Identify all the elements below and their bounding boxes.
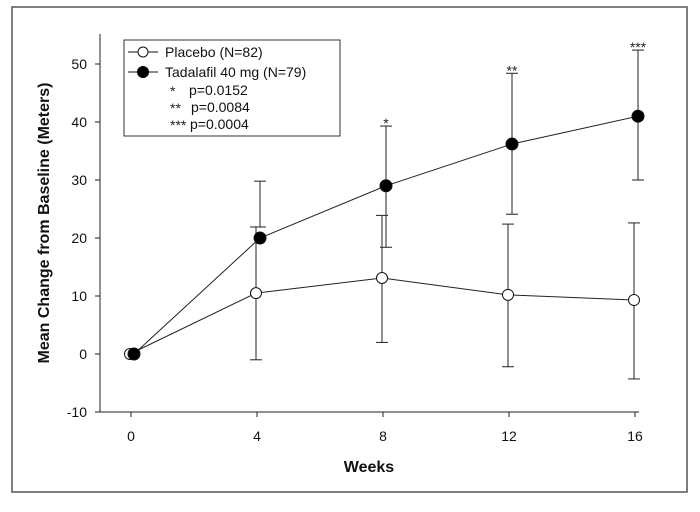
y-tick-label: 10 <box>71 288 87 304</box>
placebo-point <box>628 294 640 307</box>
legend-label-tadalafil: Tadalafil 40 mg (N=79) <box>165 64 306 80</box>
legend-note-stars-3: *** <box>170 117 187 133</box>
outer-frame <box>11 6 688 493</box>
error-bars <box>250 49 644 380</box>
axes: -10 0 10 20 30 40 50 0 4 8 12 16 <box>67 34 643 444</box>
tadalafil-point <box>631 109 645 123</box>
x-tick-label: 0 <box>127 428 135 444</box>
tadalafil-point <box>253 231 267 245</box>
legend: Placebo (N=82) Tadalafil 40 mg (N=79) * … <box>123 39 341 137</box>
significance-annotations: ****** <box>383 39 646 131</box>
legend-note-p-3: p=0.0004 <box>190 116 249 132</box>
legend-label-placebo: Placebo (N=82) <box>165 44 263 60</box>
legend-note-p-2: p=0.0084 <box>191 99 250 115</box>
tadalafil-point <box>127 347 141 361</box>
placebo-point <box>250 287 262 300</box>
y-tick-label: 50 <box>71 56 87 72</box>
significance-stars: ** <box>507 62 518 78</box>
y-tick-label: 0 <box>79 346 87 362</box>
x-tick-label: 12 <box>501 428 517 444</box>
significance-stars: *** <box>630 39 647 55</box>
significance-stars: * <box>383 115 389 131</box>
legend-box <box>123 39 341 137</box>
legend-marker-placebo <box>137 46 149 58</box>
y-tick-label: 20 <box>71 230 87 246</box>
legend-note-p-1: p=0.0152 <box>189 82 248 98</box>
series-markers <box>124 109 645 361</box>
y-tick-label: 40 <box>71 114 87 130</box>
legend-note-stars-1: * <box>170 83 176 99</box>
x-tick-label: 16 <box>627 428 643 444</box>
tadalafil-point <box>379 179 393 193</box>
x-tick-label: 4 <box>253 428 261 444</box>
series-lines <box>129 115 639 355</box>
legend-note-stars-2: ** <box>170 100 181 116</box>
y-tick-label: -10 <box>67 404 87 420</box>
placebo-point <box>376 272 388 285</box>
legend-marker-tadalafil <box>137 66 149 78</box>
placebo-point <box>502 288 514 301</box>
y-axis-title: Mean Change from Baseline (Meters) <box>36 83 53 364</box>
x-tick-label: 8 <box>379 428 387 444</box>
y-tick-label: 30 <box>71 172 87 188</box>
x-axis-title: Weeks <box>344 459 395 476</box>
tadalafil-point <box>505 137 519 151</box>
